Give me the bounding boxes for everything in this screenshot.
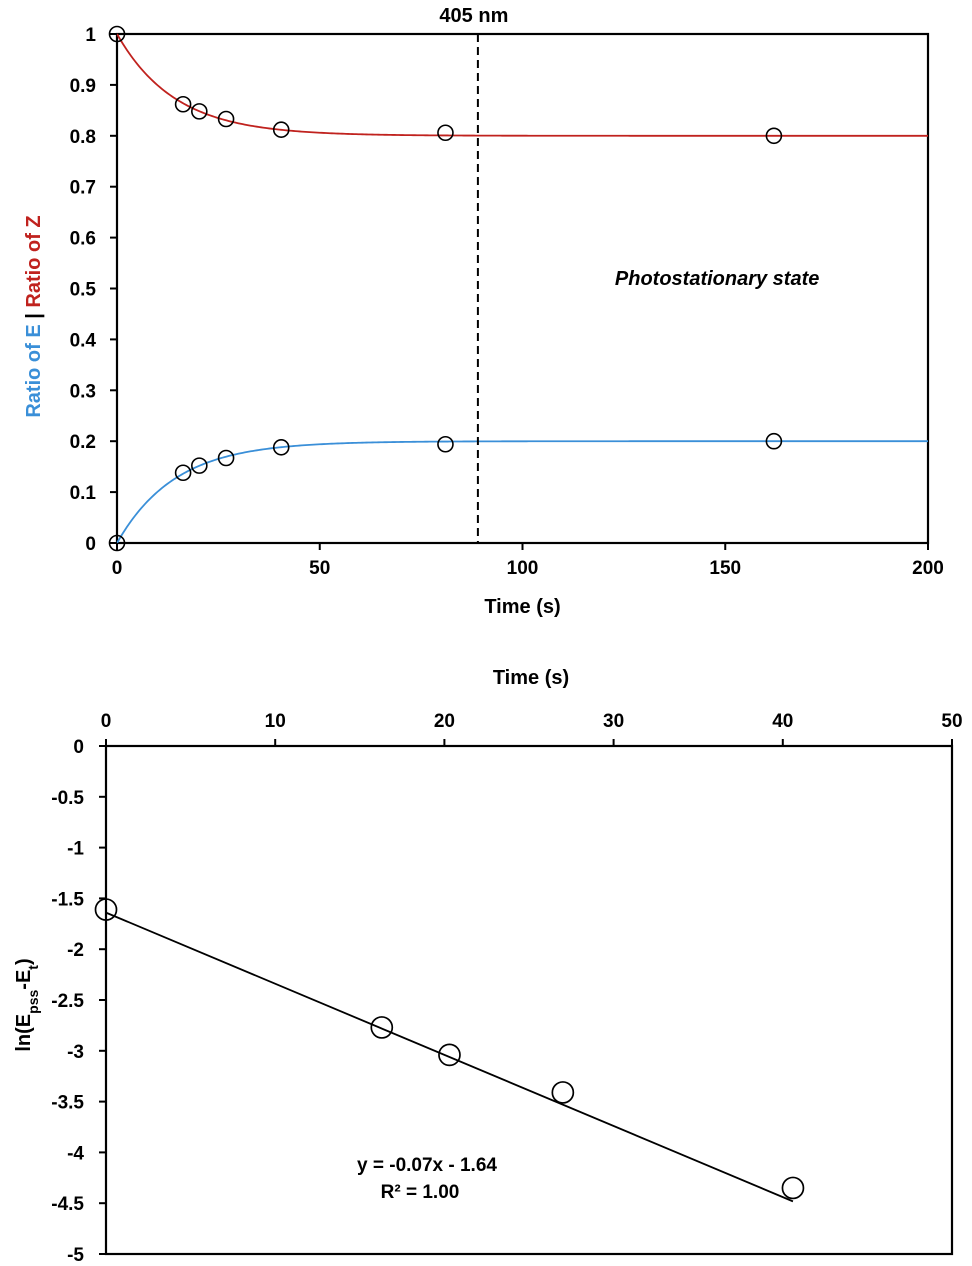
y-title-ratio-e: Ratio of E (23, 324, 45, 417)
chart-2-data-points (94, 898, 805, 1200)
chart-2-y-tick-label: 0 (73, 737, 84, 758)
chart-1-point-ratio-of-e (191, 457, 208, 474)
chart-2-x-tick-label: 20 (434, 711, 455, 732)
chart-1-point-ratio-of-z (174, 95, 192, 113)
chart-2-y-ticks: 0 -0.5 -1 -1.5 -2 -2.5 -3 -3.5 -4 -4.5 -5 (51, 737, 106, 1266)
chart-2-plot-frame (104, 744, 954, 1256)
chart-2-fit-equation: y = -0.07x - 1.64 (357, 1155, 497, 1176)
chart-1-point-ratio-of-z (217, 110, 235, 128)
chart-2-y-tick-label: -2 (67, 940, 84, 961)
chart-1-point-ratio-of-e (108, 534, 126, 552)
chart-1-405nm-label: 405 nm (439, 5, 508, 27)
y-title-minus-e: -E (13, 970, 35, 990)
chart-2-y-tick-label: -3 (67, 1042, 84, 1063)
chart-2-x-axis-title: Time (s) (493, 667, 569, 689)
chart-2-point (370, 1016, 394, 1039)
chart-2-y-tick-label: -4.5 (51, 1194, 84, 1215)
chart-1-data-points (108, 25, 783, 552)
chart-2-r-squared: R² = 1.00 (381, 1182, 460, 1203)
chart-1-y-tick-label: 0.3 (70, 381, 96, 402)
y-title-close: ) (13, 958, 35, 965)
chart-1-x-axis-title: Time (s) (484, 596, 560, 618)
chart-1-y-tick-label: 0.5 (70, 280, 97, 301)
chart-1-y-tick-label: 0.8 (70, 127, 96, 148)
chart-2-x-ticks: 0 10 20 30 40 50 (101, 711, 963, 746)
chart-1-y-tick-label: 1 (85, 25, 96, 46)
chart-1-point-ratio-of-e (174, 464, 192, 482)
chart-2-fit-line (105, 911, 794, 1203)
chart-2-y-tick-label: -5 (67, 1245, 84, 1266)
chart-1-x-tick-label: 100 (507, 558, 539, 579)
chart-2-y-tick-label: -1.5 (51, 889, 84, 910)
chart-2-y-tick-label: -4 (67, 1143, 84, 1164)
chart-1-fit-curve-z-fit (116, 33, 928, 137)
chart-1-point-ratio-of-z (765, 127, 783, 145)
chart-2-point (781, 1176, 805, 1200)
chart-1-fit-curve-e-fit (116, 440, 928, 544)
chart-1-point-ratio-of-z (272, 121, 290, 138)
chart-1-x-tick-label: 0 (112, 558, 123, 579)
chart-2-x-tick-label: 10 (265, 711, 286, 732)
chart-1: 405 nm Photostationary state 0 50 100 150 20… (23, 5, 944, 618)
chart-2-x-tick-label: 40 (772, 711, 793, 732)
chart-2-y-axis-title: ln(Epss-Et) (13, 958, 41, 1051)
chart-1-point-ratio-of-e (437, 435, 454, 453)
chart-1-point-ratio-of-z (191, 103, 208, 120)
chart-1-y-tick-label: 0.7 (70, 178, 96, 199)
y-title-sub-pss: pss (25, 990, 41, 1014)
chart-1-x-ticks: 0 50 100 150 200 (112, 543, 944, 579)
chart-1-point-ratio-of-z (108, 25, 126, 43)
chart-2: 0 10 20 30 40 50 0 -0.5 -1 -1.5 -2 -2.5 -3 -3.5 -4 -4.… (13, 667, 963, 1266)
chart-1-x-tick-label: 150 (709, 558, 741, 579)
chart-2-y-tick-label: -2.5 (51, 991, 84, 1012)
chart-1-y-tick-label: 0.1 (70, 483, 97, 504)
y-title-ln: ln(E (13, 1014, 35, 1052)
chart-1-y-axis-title: Ratio of E | Ratio of Z (23, 215, 45, 417)
chart-2-point (438, 1043, 461, 1067)
chart-1-x-tick-label: 50 (309, 558, 330, 579)
chart-1-fit-curves (116, 33, 928, 544)
chart-2-x-tick-label: 30 (603, 711, 624, 732)
chart-1-y-ticks: 0 0.1 0.2 0.3 0.4 0.5 0.6 0.7 0.8 0.9 1 (70, 25, 117, 555)
chart-2-y-tick-label: -3.5 (51, 1093, 84, 1114)
y-title-sub-t: t (25, 965, 41, 970)
y-title-separator: | (23, 308, 45, 325)
chart-2-point (551, 1081, 575, 1104)
chart-1-y-tick-label: 0.6 (70, 229, 96, 250)
chart-1-point-ratio-of-e (765, 432, 783, 450)
chart-2-y-tick-label: -0.5 (51, 788, 84, 809)
chart-1-y-tick-label: 0 (85, 534, 96, 555)
chart-1-point-ratio-of-e (217, 449, 235, 467)
chart-1-y-tick-label: 0.9 (70, 76, 96, 97)
chart-1-y-tick-label: 0.4 (70, 330, 97, 351)
chart-2-y-tick-label: -1 (67, 839, 84, 860)
chart-1-x-tick-label: 200 (912, 558, 944, 579)
chart-2-x-tick-label: 0 (101, 711, 112, 732)
chart-1-photostationary-label: Photostationary state (615, 268, 819, 290)
chart-2-x-tick-label: 50 (941, 711, 962, 732)
y-title-ratio-z: Ratio of Z (23, 215, 45, 307)
chart-1-y-tick-label: 0.2 (70, 432, 96, 453)
chart-1-point-ratio-of-e (272, 439, 290, 456)
chart-1-point-ratio-of-z (437, 124, 454, 142)
